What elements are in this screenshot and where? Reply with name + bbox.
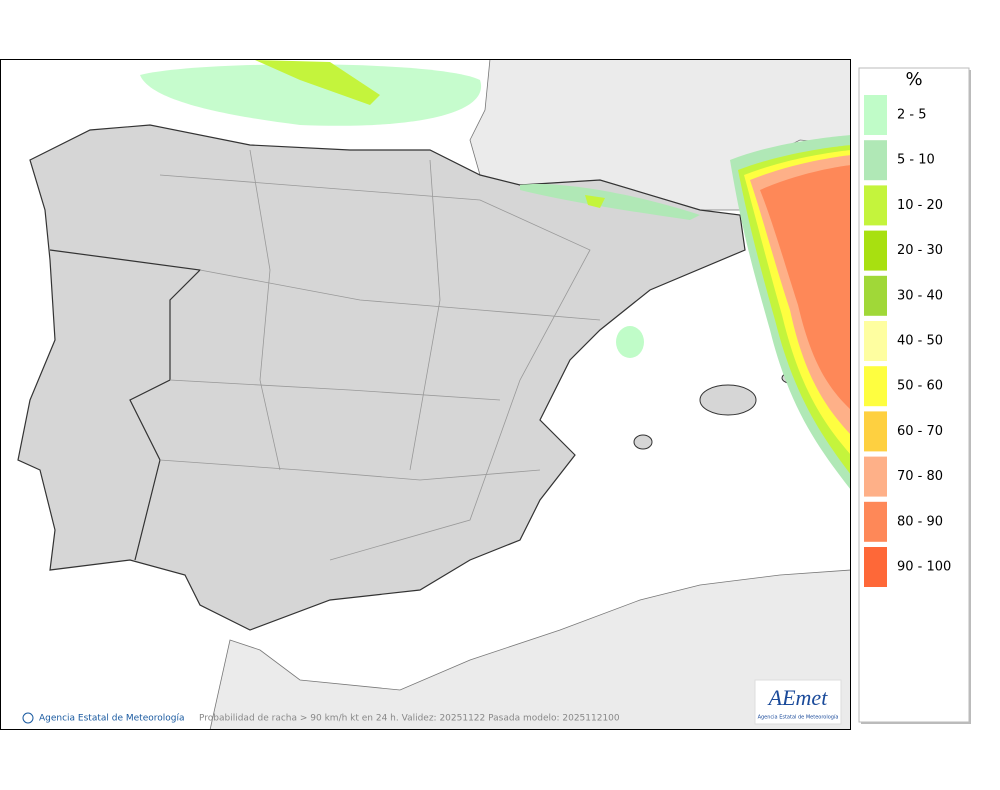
legend-swatch	[864, 411, 887, 452]
legend-items: 2 - 5 5 - 10 10 - 20 20 - 30 30 - 40 40 - 50 5…	[864, 95, 951, 587]
legend-label: 10 - 20	[897, 198, 943, 213]
legend-swatch	[864, 547, 887, 587]
legend-label: 60 - 70	[897, 424, 943, 439]
legend-label: 80 - 90	[897, 514, 943, 529]
legend-label: 30 - 40	[897, 288, 943, 303]
legend-swatch	[864, 501, 887, 542]
legend-label: 2 - 5	[897, 108, 927, 123]
legend-swatch	[864, 275, 887, 316]
legend-swatch	[864, 140, 887, 181]
credit: Agencia Estatal de Meteorología	[39, 714, 185, 724]
legend-swatch	[864, 366, 887, 407]
logo-box	[754, 679, 842, 725]
iberia	[17, 124, 746, 631]
legend-label: 40 - 50	[897, 334, 943, 349]
legend-swatch	[864, 185, 887, 226]
copyright-icon	[22, 712, 34, 724]
legend-label: 20 - 30	[897, 243, 943, 258]
legend-label: 50 - 60	[897, 379, 943, 394]
legend-label: 5 - 10	[897, 153, 935, 168]
africa	[209, 569, 850, 729]
legend-swatch	[864, 456, 887, 497]
ibiza	[633, 434, 653, 450]
probability-field	[140, 60, 850, 489]
mallorca	[699, 384, 757, 416]
logo: AEmet	[767, 685, 829, 710]
logo-subtitle: Agencia Estatal de Meteorología	[758, 714, 839, 721]
regions	[159, 149, 601, 561]
caption: Probabilidad de racha > 90 km/h kt en 24…	[199, 714, 620, 724]
portugal-border	[49, 249, 202, 561]
legend-label: 90 - 100	[897, 560, 951, 575]
legend-swatch	[864, 95, 887, 135]
map	[1, 60, 850, 729]
map-frame	[0, 59, 851, 730]
legend-swatch	[864, 230, 887, 271]
legend-swatch	[864, 321, 887, 361]
legend-label: 70 - 80	[897, 469, 943, 484]
legend-title: %	[905, 69, 922, 90]
